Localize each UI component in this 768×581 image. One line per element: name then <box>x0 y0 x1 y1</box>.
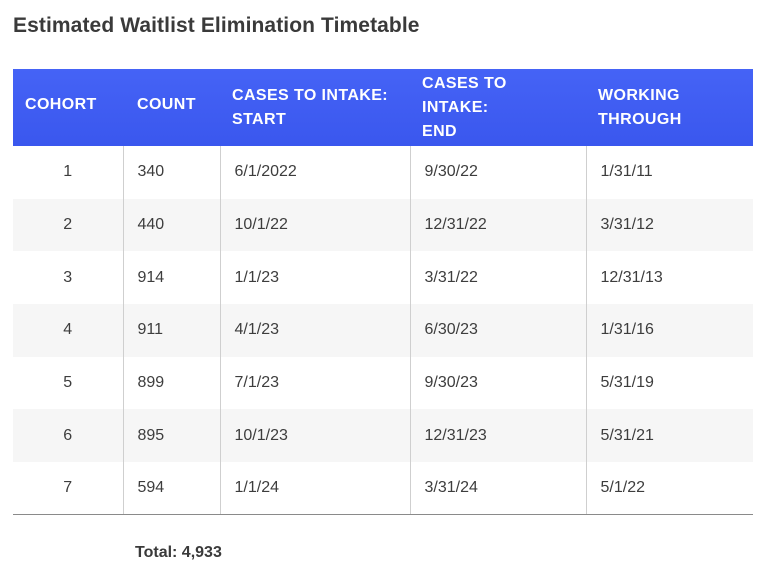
cell-intake-end: 6/30/23 <box>410 304 586 357</box>
cell-cohort: 5 <box>13 357 123 410</box>
cell-intake-start: 10/1/23 <box>220 409 410 462</box>
cell-intake-end: 12/31/23 <box>410 409 586 462</box>
timetable-table: COHORT COUNT CASES TO INTAKE: START CASE… <box>13 69 753 515</box>
table-row: 3 914 1/1/23 3/31/22 12/31/13 <box>13 251 753 304</box>
cell-intake-start: 6/1/2022 <box>220 146 410 199</box>
table-row: 5 899 7/1/23 9/30/23 5/31/19 <box>13 357 753 410</box>
table-row: 6 895 10/1/23 12/31/23 5/31/21 <box>13 409 753 462</box>
cell-intake-end: 9/30/23 <box>410 357 586 410</box>
cell-cohort: 3 <box>13 251 123 304</box>
cell-intake-start: 7/1/23 <box>220 357 410 410</box>
cell-intake-end: 3/31/22 <box>410 251 586 304</box>
cell-count: 594 <box>123 462 220 515</box>
cell-cohort: 4 <box>13 304 123 357</box>
cell-count: 911 <box>123 304 220 357</box>
total-count: Total: 4,933 <box>135 544 222 562</box>
cell-count: 899 <box>123 357 220 410</box>
table-row: 7 594 1/1/24 3/31/24 5/1/22 <box>13 462 753 515</box>
cell-working-through: 5/31/21 <box>586 409 753 462</box>
header-row: COHORT COUNT CASES TO INTAKE: START CASE… <box>13 69 753 146</box>
cell-intake-start: 1/1/23 <box>220 251 410 304</box>
cell-working-through: 12/31/13 <box>586 251 753 304</box>
table-row: 4 911 4/1/23 6/30/23 1/31/16 <box>13 304 753 357</box>
cell-intake-start: 4/1/23 <box>220 304 410 357</box>
cell-intake-start: 10/1/22 <box>220 199 410 252</box>
cell-working-through: 1/31/16 <box>586 304 753 357</box>
header-intake-start: CASES TO INTAKE: START <box>220 69 410 146</box>
table-row: 1 340 6/1/2022 9/30/22 1/31/11 <box>13 146 753 199</box>
cell-intake-end: 9/30/22 <box>410 146 586 199</box>
cell-count: 895 <box>123 409 220 462</box>
cell-working-through: 3/31/12 <box>586 199 753 252</box>
header-working-through: WORKING THROUGH <box>586 69 753 146</box>
cell-working-through: 1/31/11 <box>586 146 753 199</box>
cell-count: 340 <box>123 146 220 199</box>
cell-count: 440 <box>123 199 220 252</box>
cell-working-through: 5/1/22 <box>586 462 753 515</box>
header-count: COUNT <box>123 69 220 146</box>
timetable: COHORT COUNT CASES TO INTAKE: START CASE… <box>13 69 753 515</box>
cell-count: 914 <box>123 251 220 304</box>
cell-working-through: 5/31/19 <box>586 357 753 410</box>
cell-cohort: 1 <box>13 146 123 199</box>
cell-intake-end: 12/31/22 <box>410 199 586 252</box>
table-row: 2 440 10/1/22 12/31/22 3/31/12 <box>13 199 753 252</box>
page-title: Estimated Waitlist Elimination Timetable <box>13 14 420 38</box>
cell-cohort: 6 <box>13 409 123 462</box>
cell-cohort: 2 <box>13 199 123 252</box>
cell-intake-start: 1/1/24 <box>220 462 410 515</box>
header-cohort: COHORT <box>13 69 123 146</box>
cell-intake-end: 3/31/24 <box>410 462 586 515</box>
cell-cohort: 7 <box>13 462 123 515</box>
header-intake-end: CASES TO INTAKE: END <box>410 69 586 146</box>
